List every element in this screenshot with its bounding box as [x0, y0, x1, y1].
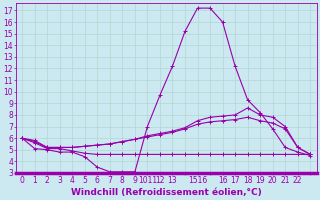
X-axis label: Windchill (Refroidissement éolien,°C): Windchill (Refroidissement éolien,°C) [71, 188, 261, 197]
